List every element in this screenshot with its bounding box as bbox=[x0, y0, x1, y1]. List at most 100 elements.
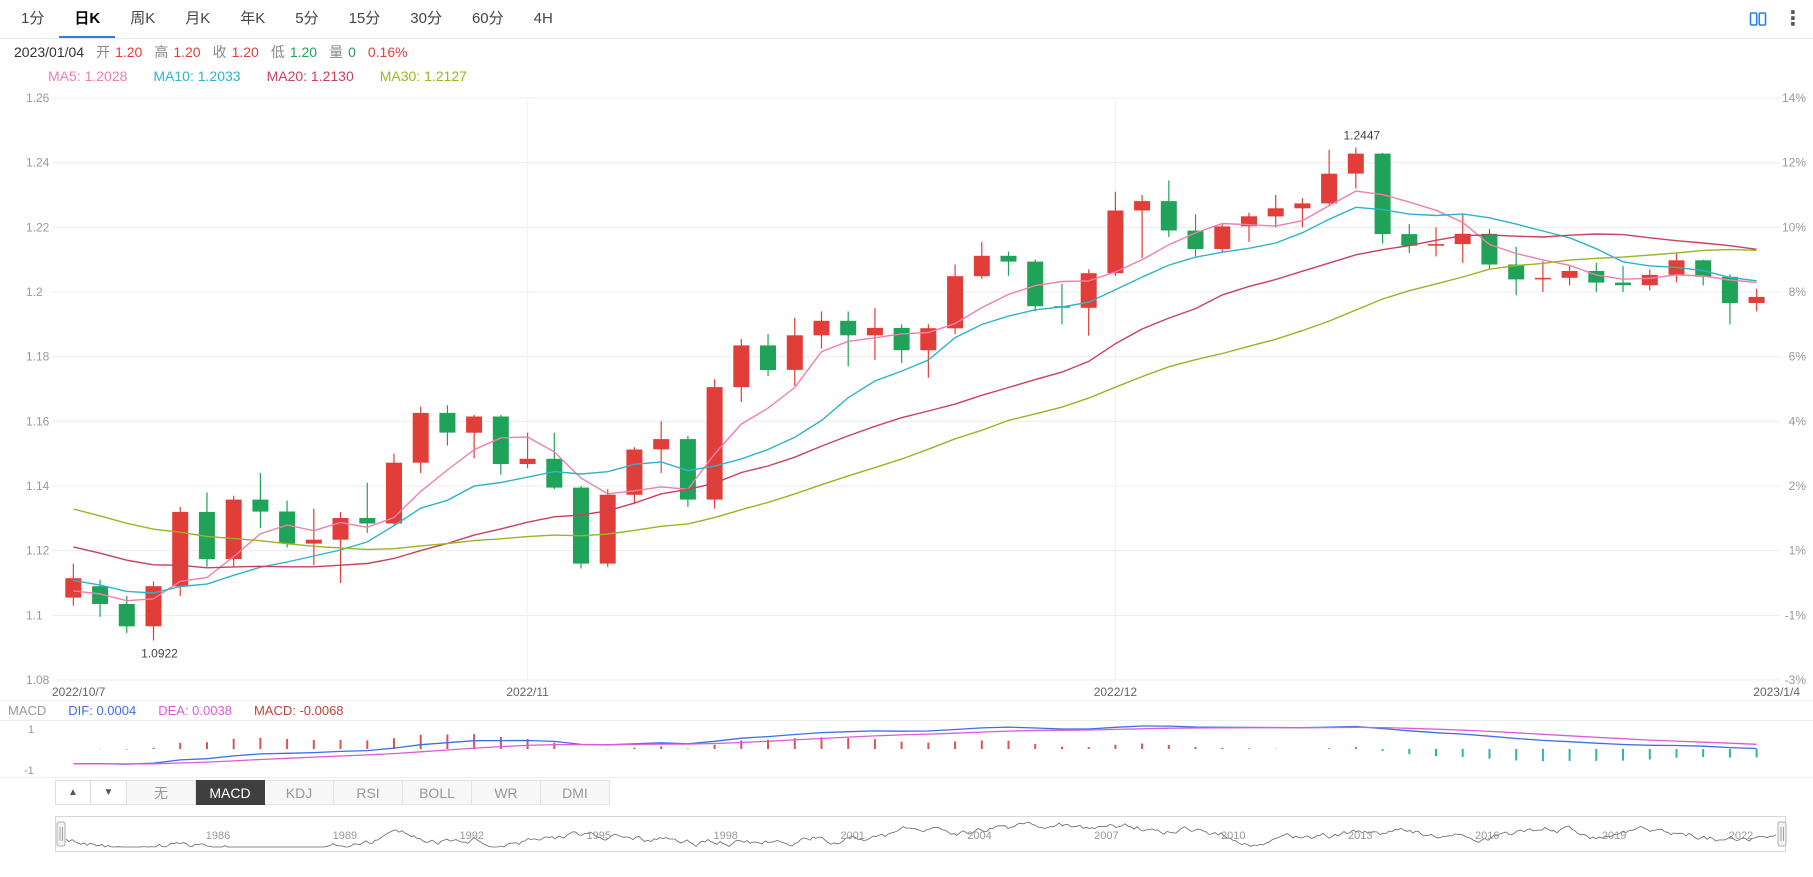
period-tab-5分[interactable]: 5分 bbox=[295, 10, 319, 27]
candle-body[interactable] bbox=[225, 499, 242, 560]
period-tab-30分[interactable]: 30分 bbox=[410, 10, 442, 27]
candle-body[interactable] bbox=[92, 586, 109, 604]
candle-body[interactable] bbox=[733, 345, 750, 388]
candle-body[interactable] bbox=[653, 439, 670, 450]
candle-body[interactable] bbox=[1401, 234, 1418, 246]
navigator-left-handle[interactable] bbox=[56, 821, 66, 847]
candle-body[interactable] bbox=[599, 494, 616, 564]
candle-body[interactable] bbox=[866, 327, 883, 336]
candle-body[interactable] bbox=[65, 578, 82, 598]
indicator-tab-DMI[interactable]: DMI bbox=[541, 780, 610, 805]
candle-body[interactable] bbox=[1321, 173, 1338, 204]
indicator-tab-MACD[interactable]: MACD bbox=[196, 780, 265, 805]
candle-body[interactable] bbox=[198, 511, 215, 560]
candle-body[interactable] bbox=[519, 458, 536, 464]
indicator-tab-BOLL[interactable]: BOLL bbox=[403, 780, 472, 805]
period-tab-60分[interactable]: 60分 bbox=[471, 10, 504, 27]
candle-body[interactable] bbox=[1508, 264, 1525, 280]
quote-field-value: 0 bbox=[348, 43, 356, 60]
candle-body[interactable] bbox=[1107, 210, 1124, 274]
candle-body[interactable] bbox=[1027, 261, 1044, 307]
ma5-value: MA5: 1.2028 bbox=[48, 68, 128, 84]
candle-body[interactable] bbox=[760, 345, 776, 370]
candle-body[interactable] bbox=[1615, 282, 1631, 286]
candle-body[interactable] bbox=[1454, 233, 1471, 245]
navigator-year-label: 1998 bbox=[713, 830, 737, 842]
layout-panes-icon[interactable] bbox=[1749, 10, 1767, 28]
period-tab-4H[interactable]: 4H bbox=[533, 10, 553, 27]
navigator-minimap[interactable]: 1986 1989 1992 1995 1998 2001 2004 2007 2010 2013… bbox=[56, 817, 1787, 851]
candle-body[interactable] bbox=[1267, 208, 1284, 217]
candle-body[interactable] bbox=[439, 412, 456, 433]
candle-body[interactable] bbox=[466, 416, 483, 433]
candle-body[interactable] bbox=[1561, 271, 1578, 278]
percent-axis-label: 10% bbox=[1782, 220, 1806, 234]
candle-body[interactable] bbox=[573, 487, 589, 564]
candle-body[interactable] bbox=[1374, 153, 1391, 235]
candle-body[interactable] bbox=[1721, 276, 1738, 303]
history-navigator[interactable]: 1986 1989 1992 1995 1998 2001 2004 2007 2010 2013… bbox=[55, 816, 1787, 852]
candle-body[interactable] bbox=[1428, 244, 1444, 246]
indicator-tab-无[interactable]: 无 bbox=[127, 780, 196, 805]
candle-body[interactable] bbox=[786, 335, 803, 370]
macd-chart[interactable]: 1 -1 bbox=[0, 720, 1813, 778]
candle-body[interactable] bbox=[1000, 255, 1017, 262]
candle-body[interactable] bbox=[1588, 271, 1605, 283]
candle-body[interactable] bbox=[893, 327, 910, 351]
candle-body[interactable] bbox=[973, 255, 990, 277]
candle-body[interactable] bbox=[412, 412, 429, 463]
candle-body[interactable] bbox=[305, 539, 322, 544]
candle-body[interactable] bbox=[546, 458, 563, 488]
candle-body[interactable] bbox=[1241, 216, 1257, 227]
indicator-tab-KDJ[interactable]: KDJ bbox=[265, 780, 334, 805]
period-tab-15分[interactable]: 15分 bbox=[348, 10, 381, 27]
candle-body[interactable] bbox=[1160, 201, 1177, 231]
candle-body[interactable] bbox=[1695, 260, 1712, 277]
quote-field-label: 量 bbox=[329, 43, 344, 60]
candle-body[interactable] bbox=[626, 449, 643, 495]
candle-body[interactable] bbox=[1481, 233, 1498, 265]
navigator-year-label: 1995 bbox=[587, 830, 611, 842]
indicator-tab-RSI[interactable]: RSI bbox=[334, 780, 403, 805]
candle-body[interactable] bbox=[252, 499, 269, 512]
navigator-year-label: 2022 bbox=[1729, 830, 1753, 842]
candle-body[interactable] bbox=[1294, 203, 1311, 209]
period-tab-1分[interactable]: 1分 bbox=[21, 10, 45, 27]
candle-body[interactable] bbox=[1347, 153, 1364, 174]
pane-up-button[interactable]: ▲ bbox=[55, 780, 91, 805]
candle-body[interactable] bbox=[1214, 226, 1231, 249]
candle-body[interactable] bbox=[279, 511, 296, 544]
indicator-tab-WR[interactable]: WR bbox=[472, 780, 541, 805]
candle-body[interactable] bbox=[920, 328, 937, 351]
ma20-line bbox=[73, 233, 1757, 569]
candlestick-chart[interactable]: 1.26 14% 1.24 12% 1.22 10% 1.2 8% 1.18 6% 1.16 4% 1.… bbox=[0, 88, 1813, 700]
candle-body[interactable] bbox=[1134, 201, 1151, 211]
candle-body[interactable] bbox=[947, 276, 964, 329]
date-axis-label: 2022/10/7 bbox=[52, 685, 106, 699]
candle-body[interactable] bbox=[813, 320, 830, 336]
macd-panel: 1 -1 bbox=[0, 720, 1813, 778]
period-tab-周K[interactable]: 周K bbox=[130, 10, 156, 27]
candle-body[interactable] bbox=[332, 518, 349, 540]
period-tab-年K[interactable]: 年K bbox=[240, 10, 266, 27]
candle-body[interactable] bbox=[1641, 274, 1658, 286]
bottom-spacer bbox=[0, 852, 1813, 877]
navigator-right-handle[interactable] bbox=[1777, 821, 1787, 847]
candle-body[interactable] bbox=[172, 511, 189, 587]
price-axis-label: 1.16 bbox=[26, 414, 50, 428]
period-tab-月K[interactable]: 月K bbox=[185, 10, 211, 27]
more-menu-icon[interactable]: ⋮ bbox=[1783, 8, 1803, 30]
candle-body[interactable] bbox=[359, 518, 376, 524]
pane-down-button[interactable]: ▼ bbox=[91, 780, 127, 805]
percent-axis-label: 2% bbox=[1789, 479, 1807, 493]
candle-body[interactable] bbox=[840, 320, 857, 336]
navigator-year-label: 1992 bbox=[460, 830, 484, 842]
candle-body[interactable] bbox=[386, 462, 402, 524]
candle-body[interactable] bbox=[706, 387, 723, 500]
candle-body[interactable] bbox=[1748, 296, 1765, 303]
period-tab-日K[interactable]: 日K bbox=[59, 0, 116, 38]
candle-body[interactable] bbox=[118, 604, 135, 627]
candle-body[interactable] bbox=[1534, 277, 1551, 280]
candle-body[interactable] bbox=[492, 416, 509, 465]
candle-body[interactable] bbox=[1080, 273, 1097, 308]
